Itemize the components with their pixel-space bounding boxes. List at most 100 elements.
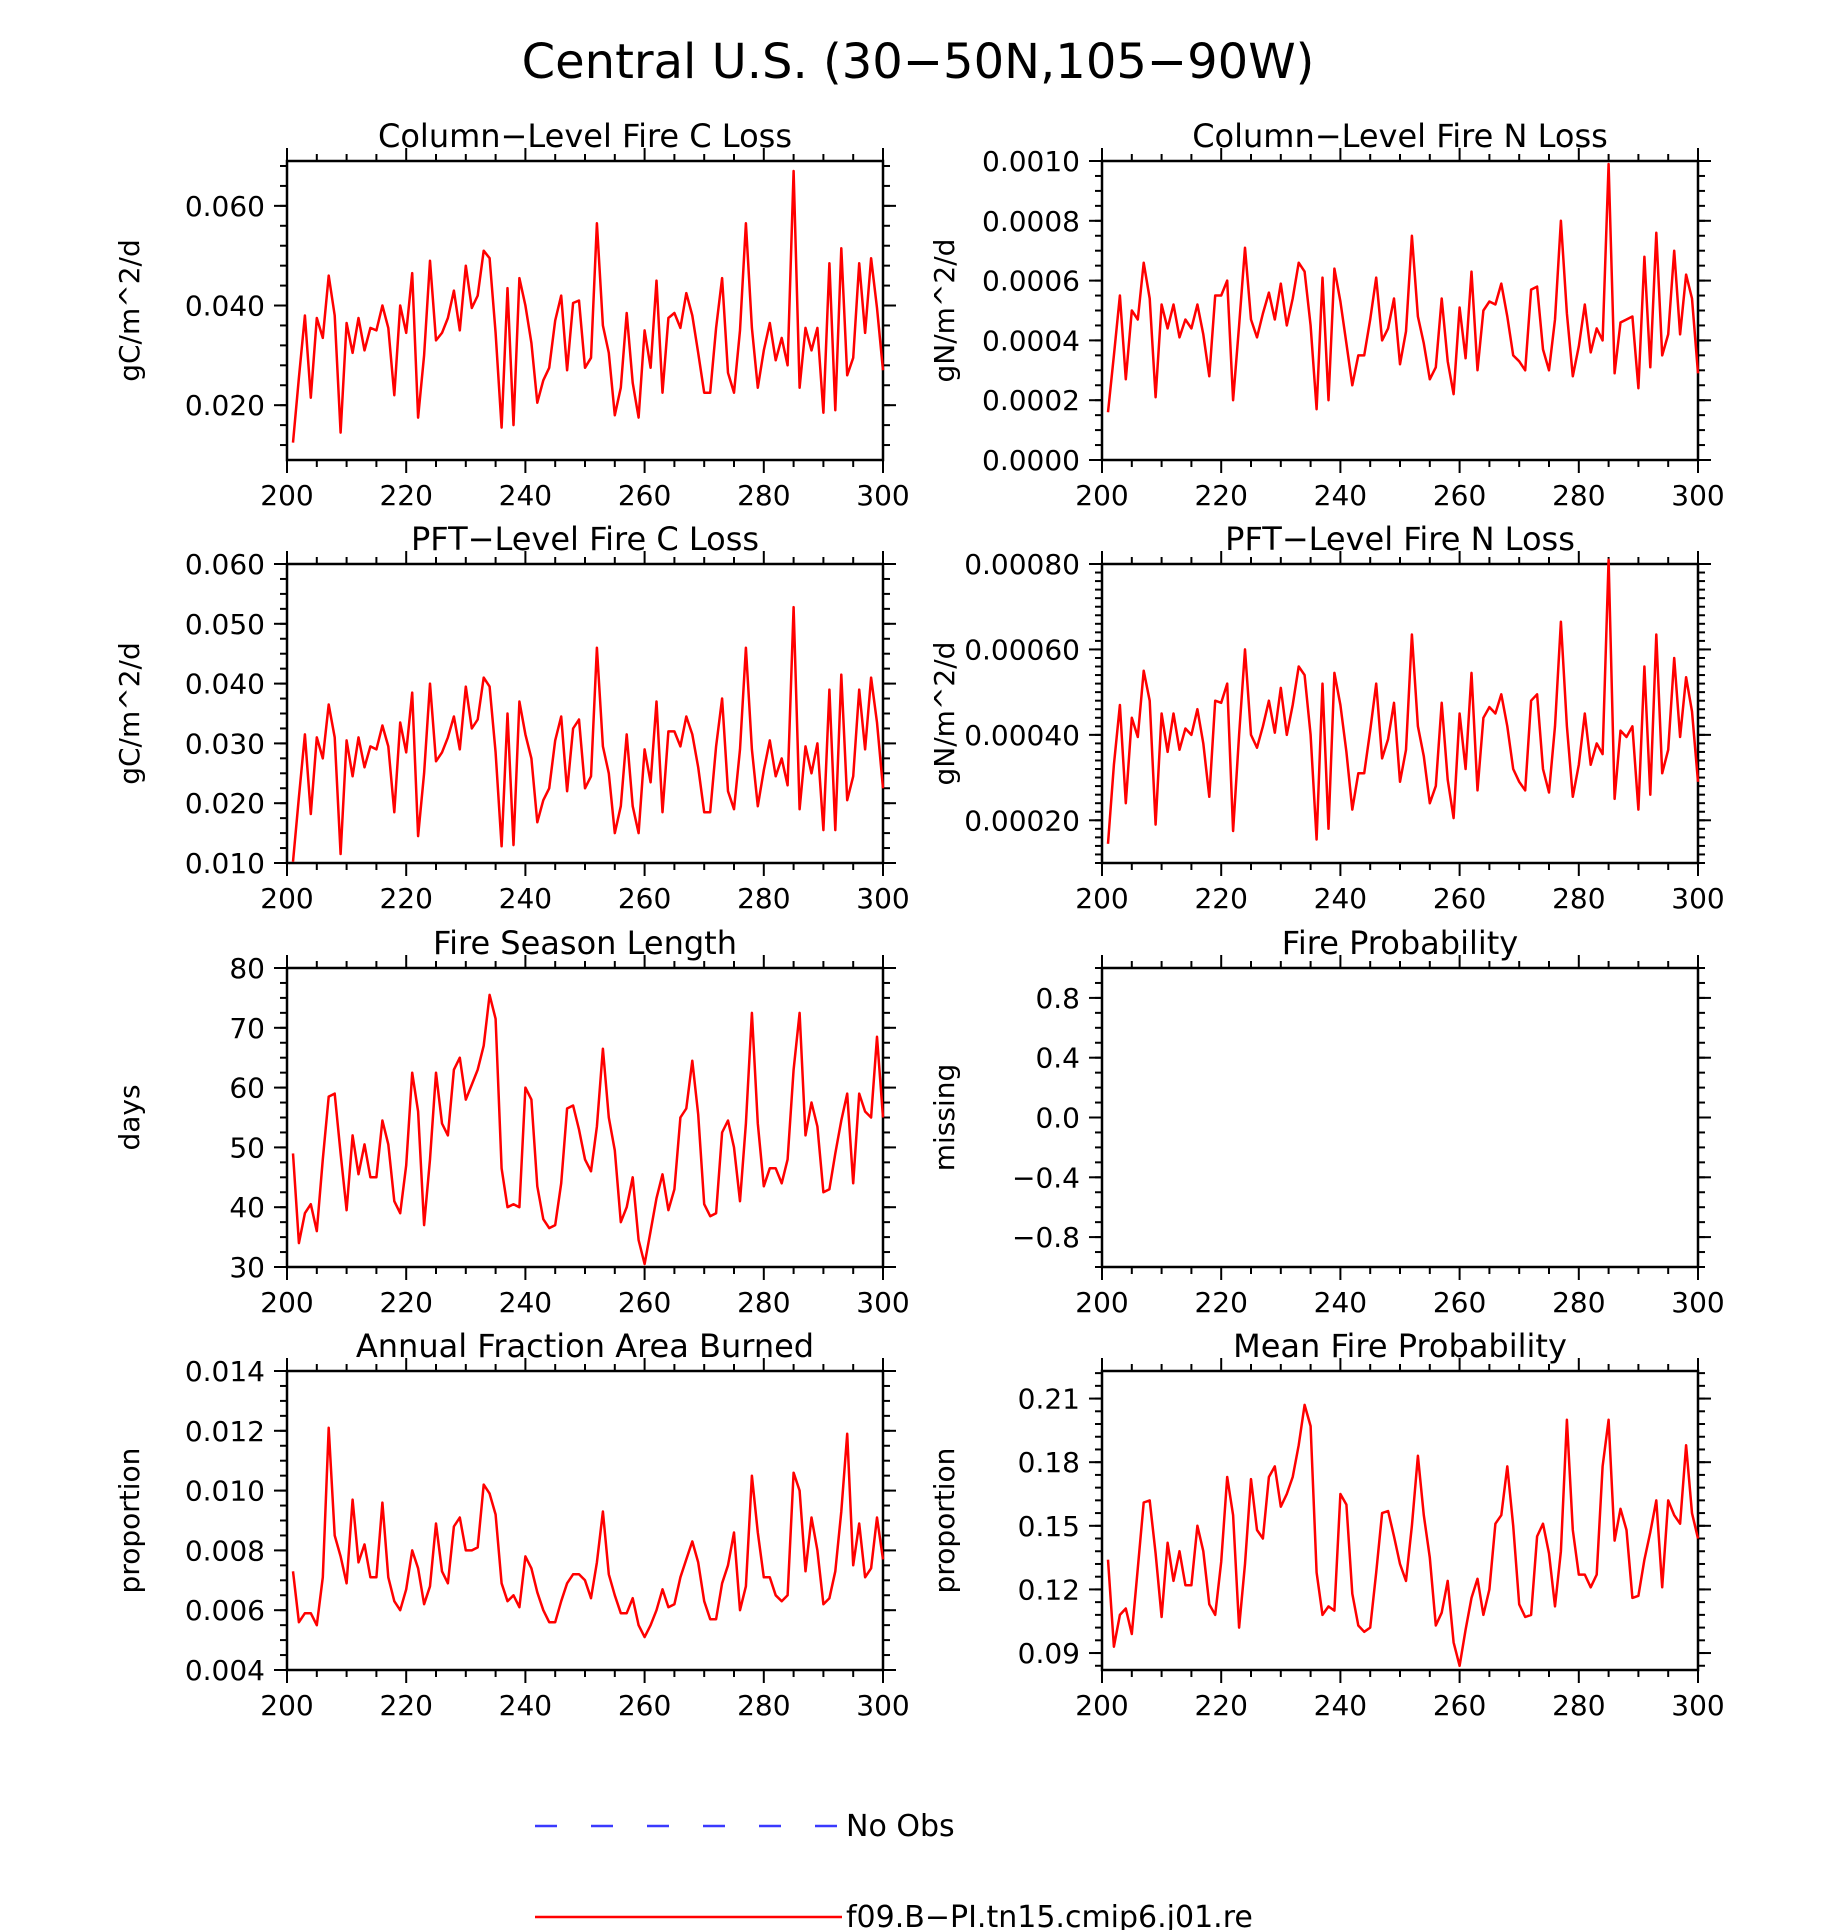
- y-tick-label: 0.0008: [982, 205, 1080, 238]
- series-line: [291, 993, 885, 1266]
- series-line: [1106, 558, 1700, 844]
- y-tick-label: 0.014: [185, 1355, 265, 1388]
- x-tick-label: 300: [1671, 479, 1724, 512]
- y-tick-label: 0.010: [185, 1475, 265, 1508]
- panel-title: Fire Season Length: [433, 924, 737, 962]
- y-tick-label: 0.040: [185, 668, 265, 701]
- x-tick-label: 200: [1075, 882, 1128, 915]
- panel-title: Annual Fraction Area Burned: [356, 1327, 814, 1365]
- x-tick-label: 300: [856, 882, 909, 915]
- x-tick-label: 240: [499, 1689, 552, 1722]
- x-tick-label: 240: [499, 479, 552, 512]
- x-tick-label: 220: [1194, 882, 1247, 915]
- y-axis-label: proportion: [928, 1448, 961, 1594]
- y-tick-label: 0.010: [185, 847, 265, 880]
- y-tick-label: 60: [229, 1072, 265, 1105]
- y-tick-label: 30: [229, 1251, 265, 1284]
- x-tick-label: 280: [737, 479, 790, 512]
- y-tick-label: 0.00020: [964, 804, 1080, 837]
- x-tick-label: 220: [1194, 479, 1247, 512]
- panel-title: Column−Level Fire N Loss: [1192, 117, 1608, 155]
- x-tick-label: 200: [260, 882, 313, 915]
- y-tick-label: 0.0004: [982, 324, 1080, 357]
- x-tick-label: 220: [379, 882, 432, 915]
- x-tick-label: 280: [737, 1286, 790, 1319]
- y-tick-label: 0.020: [185, 787, 265, 820]
- y-tick-label: 0.00060: [964, 633, 1080, 666]
- y-tick-label: 0.030: [185, 727, 265, 760]
- series-line: [1106, 162, 1700, 413]
- series-line: [291, 605, 885, 862]
- x-tick-label: 200: [260, 1689, 313, 1722]
- x-tick-label: 260: [1433, 882, 1486, 915]
- legend: No Obs f09.B−PI.tn15.cmip6.j01.re: [535, 1809, 1253, 1930]
- y-tick-label: 50: [229, 1131, 265, 1164]
- y-tick-label: 0.8: [1035, 982, 1080, 1015]
- y-tick-label: 0.12: [1018, 1573, 1080, 1606]
- y-axis-label: gN/m^2/d: [928, 239, 961, 383]
- x-tick-label: 280: [1552, 1286, 1605, 1319]
- y-tick-label: 0.00080: [964, 548, 1080, 581]
- x-tick-label: 220: [379, 1286, 432, 1319]
- y-tick-label: 0.060: [185, 190, 265, 223]
- y-tick-label: 0.18: [1018, 1446, 1080, 1479]
- x-tick-label: 280: [737, 1689, 790, 1722]
- y-tick-label: 0.020: [185, 389, 265, 422]
- x-tick-label: 260: [1433, 1286, 1486, 1319]
- panel-7: 200 220 240 260 280 300 0.004 0.006 0.008 0.010 0.…: [113, 1327, 910, 1722]
- x-tick-label: 280: [737, 882, 790, 915]
- y-tick-label: 0.00040: [964, 719, 1080, 752]
- y-tick-label: 0.004: [185, 1654, 265, 1687]
- series-line: [291, 1426, 885, 1639]
- y-tick-label: 70: [229, 1012, 265, 1045]
- x-tick-label: 300: [856, 1286, 909, 1319]
- x-tick-label: 240: [499, 1286, 552, 1319]
- y-tick-label: 80: [229, 952, 265, 985]
- y-tick-label: 0.0000: [982, 444, 1080, 477]
- y-axis-label: proportion: [113, 1448, 146, 1594]
- series-line: [291, 169, 885, 443]
- x-tick-label: 260: [618, 1689, 671, 1722]
- x-tick-label: 300: [1671, 882, 1724, 915]
- panel-1: 200 220 240 260 280 300 0.020 0.040 0.060 Column−…: [113, 117, 910, 512]
- x-tick-label: 280: [1552, 1689, 1605, 1722]
- x-tick-label: 200: [1075, 479, 1128, 512]
- y-tick-label: 0.09: [1018, 1637, 1080, 1670]
- x-tick-label: 240: [1314, 882, 1367, 915]
- y-tick-label: 0.0002: [982, 384, 1080, 417]
- x-tick-label: 280: [1552, 479, 1605, 512]
- y-axis-label: days: [113, 1084, 146, 1150]
- panel-3: 200 220 240 260 280 300 0.010 0.020 0.030 0.040 0.…: [113, 520, 910, 915]
- y-tick-label: 0.4: [1035, 1042, 1080, 1075]
- x-tick-label: 200: [1075, 1689, 1128, 1722]
- y-tick-label: 0.060: [185, 548, 265, 581]
- y-tick-label: 0.0006: [982, 265, 1080, 298]
- panel-title: PFT−Level Fire C Loss: [411, 520, 759, 558]
- x-tick-label: 240: [1314, 1286, 1367, 1319]
- y-tick-label: 0.0: [1035, 1102, 1080, 1135]
- x-tick-label: 240: [1314, 1689, 1367, 1722]
- x-tick-label: 240: [1314, 479, 1367, 512]
- y-tick-label: 0.21: [1018, 1383, 1080, 1416]
- x-tick-label: 300: [856, 1689, 909, 1722]
- y-tick-label: 40: [229, 1191, 265, 1224]
- plot-frame: [1100, 966, 1700, 1269]
- y-axis-label: gN/m^2/d: [928, 642, 961, 786]
- x-tick-label: 260: [618, 479, 671, 512]
- y-tick-label: 0.15: [1018, 1510, 1080, 1543]
- x-tick-label: 260: [618, 882, 671, 915]
- x-tick-label: 220: [1194, 1286, 1247, 1319]
- panel-title: PFT−Level Fire N Loss: [1225, 520, 1575, 558]
- y-axis-label: gC/m^2/d: [113, 239, 146, 382]
- plot-frame: [285, 1369, 885, 1672]
- x-tick-label: 260: [1433, 1689, 1486, 1722]
- panel-5: 200 220 240 260 280 300 30 40 50 60 70 80 Fire Seaso…: [113, 924, 910, 1319]
- x-tick-label: 200: [260, 479, 313, 512]
- panel-title: Fire Probability: [1282, 924, 1518, 962]
- series-line: [1106, 1403, 1700, 1668]
- x-tick-label: 300: [1671, 1689, 1724, 1722]
- y-tick-label: 0.0010: [982, 145, 1080, 178]
- plot-frame: [1100, 1369, 1700, 1672]
- legend-no-obs-label: No Obs: [846, 1809, 955, 1844]
